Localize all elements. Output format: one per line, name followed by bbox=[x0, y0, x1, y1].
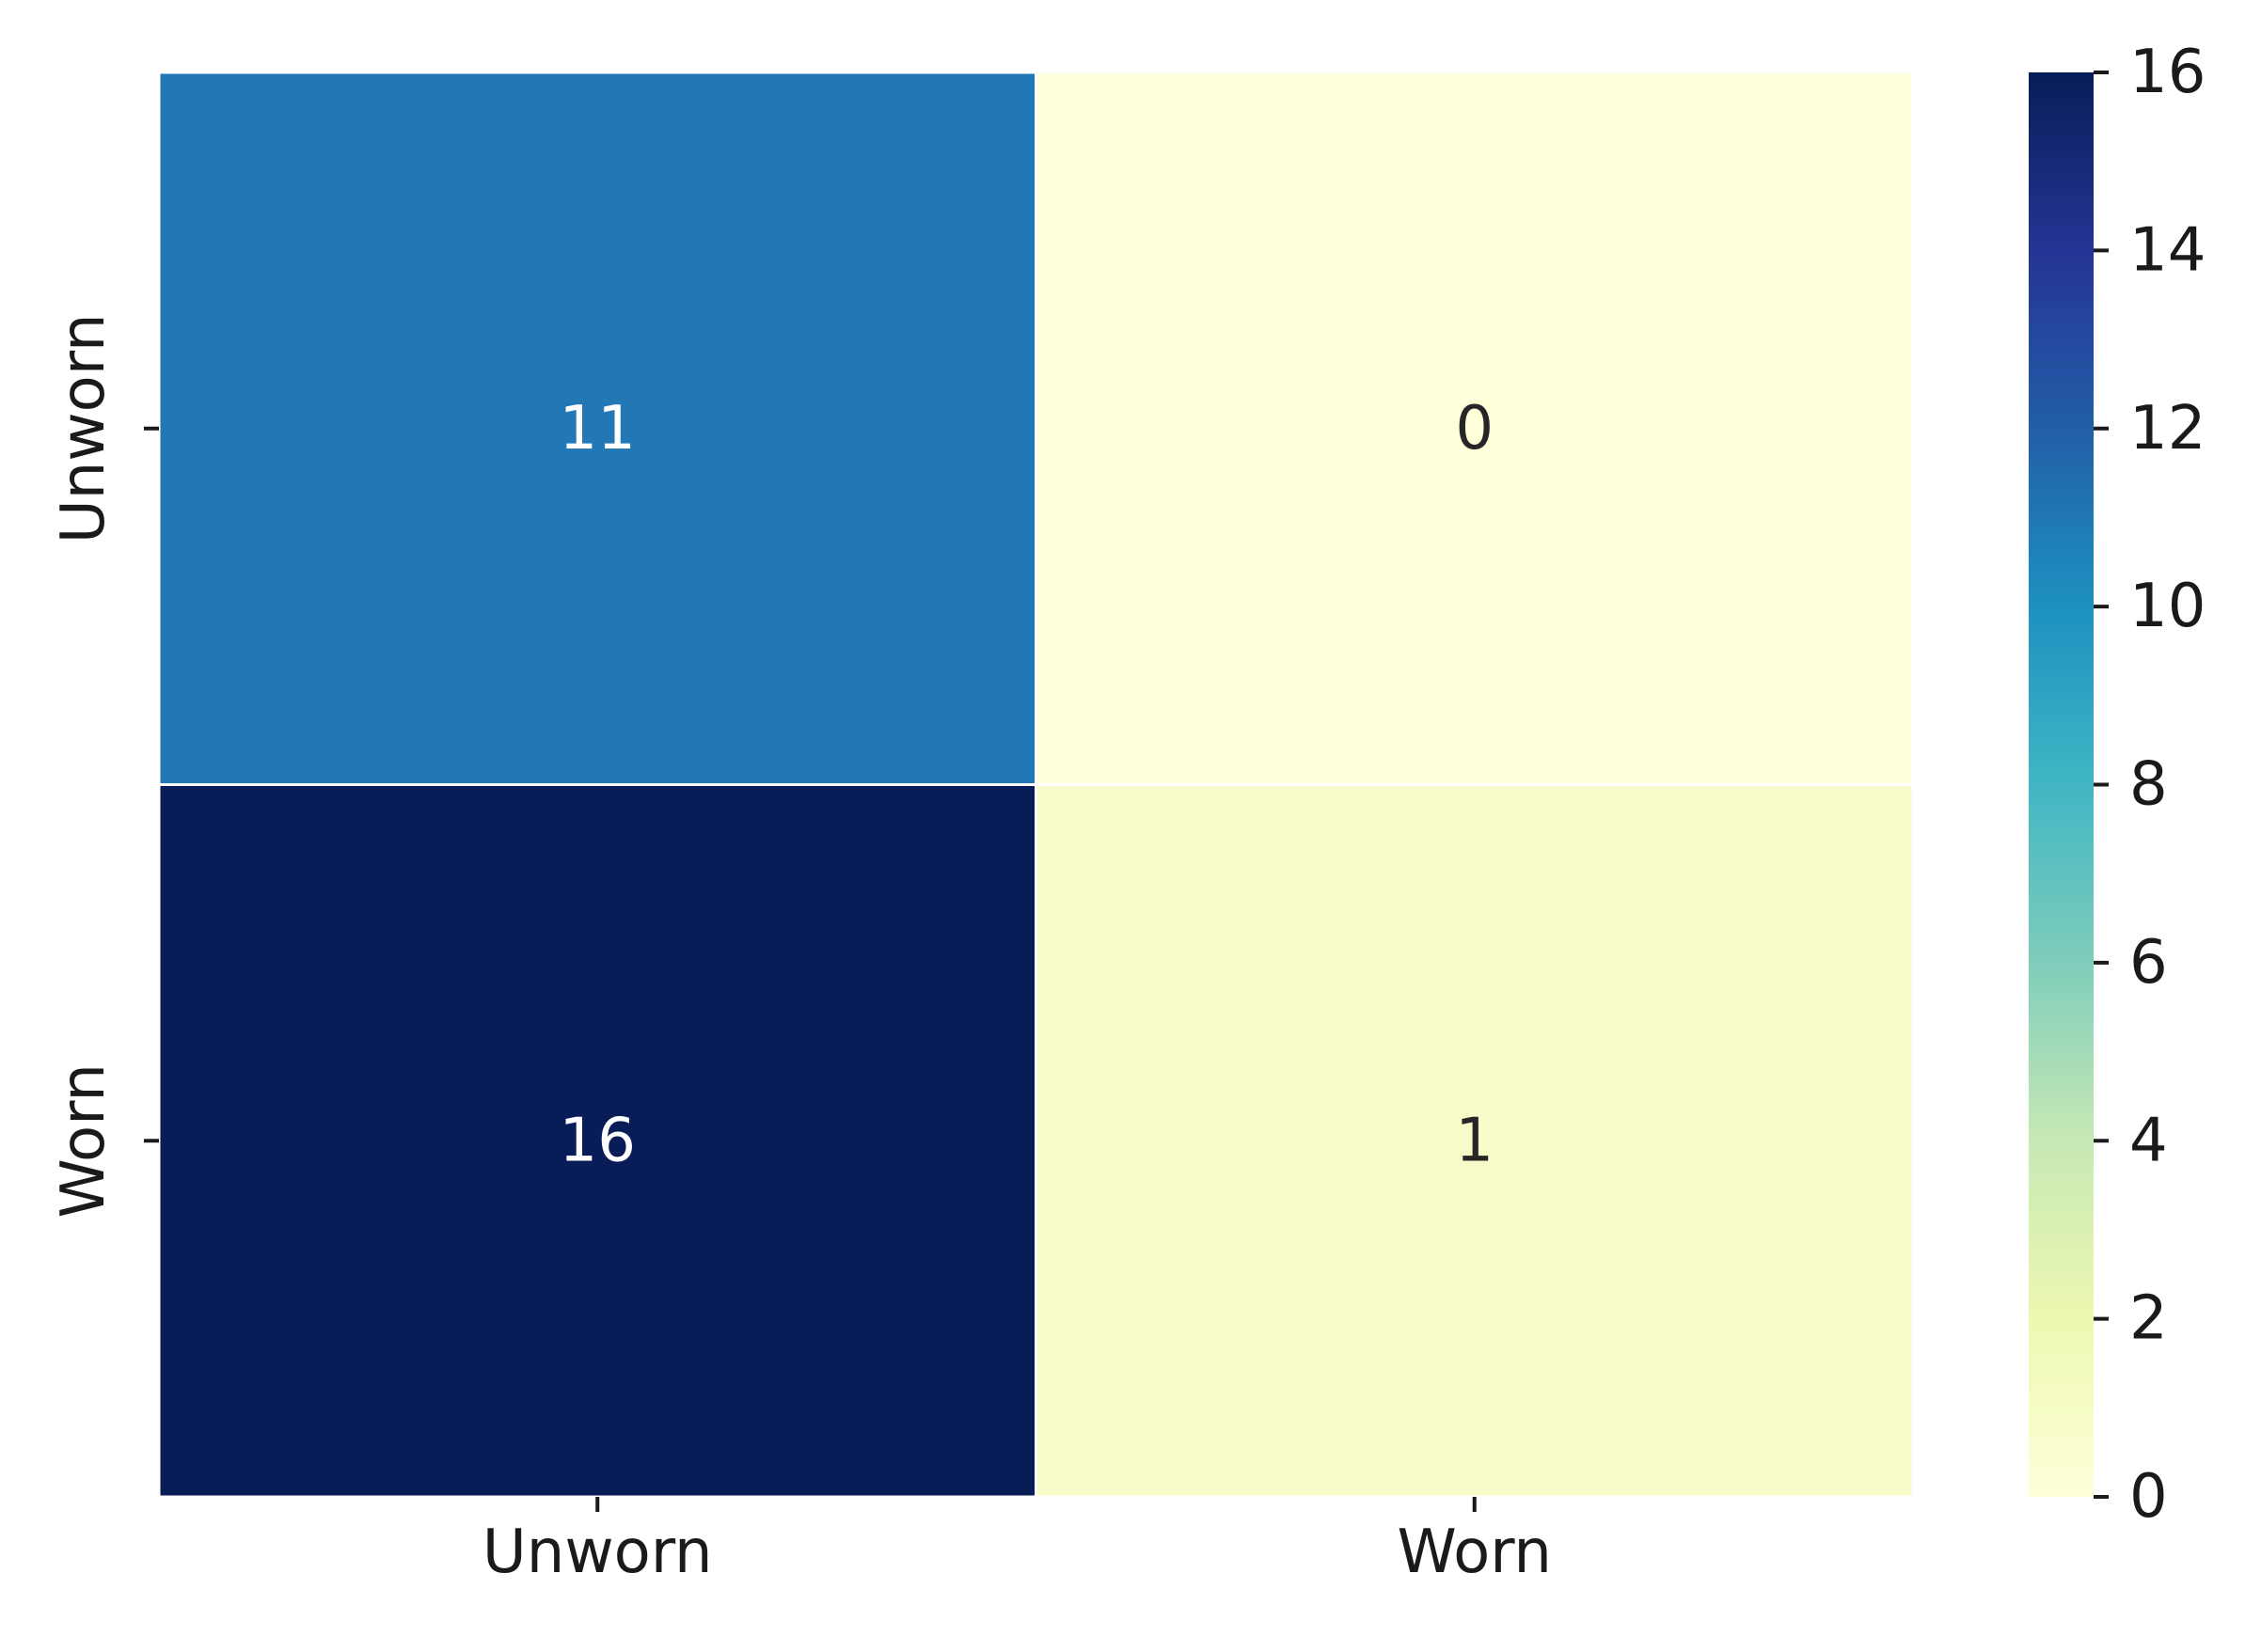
cell-value-label: 16 bbox=[560, 1106, 636, 1175]
cell-annotations: 11 0 16 1 bbox=[560, 394, 1494, 1176]
colorbar-tick-label: 0 bbox=[2129, 1462, 2168, 1532]
heatmap-cell-1-1 bbox=[1035, 783, 1915, 1499]
colorbar-tick-label: 14 bbox=[2129, 215, 2206, 285]
colorbar-tick-label: 10 bbox=[2129, 572, 2206, 641]
heatmap-cell-0-1 bbox=[1035, 71, 1915, 786]
cell-value-label: 0 bbox=[1455, 394, 1494, 464]
cell-value-label: 11 bbox=[560, 394, 636, 464]
colorbar-tick-label: 4 bbox=[2129, 1106, 2168, 1175]
x-tick-label: Worn bbox=[1398, 1518, 1552, 1587]
y-tick-label: Worn bbox=[49, 1063, 119, 1218]
colorbar-gradient bbox=[2029, 72, 2094, 1497]
cell-value-label: 1 bbox=[1455, 1106, 1494, 1175]
colorbar-tick-label: 8 bbox=[2129, 750, 2168, 820]
heatmap-cell-1-0 bbox=[157, 783, 1037, 1499]
x-axis: Unworn Worn bbox=[482, 1497, 1552, 1587]
colorbar-tick-label: 6 bbox=[2129, 928, 2168, 998]
x-tick-label: Unworn bbox=[482, 1518, 713, 1587]
colorbar-tick-label: 12 bbox=[2129, 394, 2206, 464]
heatmap-cell-0-0 bbox=[157, 71, 1037, 786]
colorbar-tick-label: 16 bbox=[2129, 38, 2206, 107]
colorbar: 0 2 4 6 8 10 12 14 16 bbox=[2029, 38, 2206, 1532]
heatmap-cells bbox=[157, 71, 1915, 1499]
colorbar-tick-label: 2 bbox=[2129, 1284, 2168, 1354]
y-tick-label: Unworn bbox=[49, 313, 119, 543]
y-axis: Unworn Worn bbox=[49, 313, 159, 1218]
